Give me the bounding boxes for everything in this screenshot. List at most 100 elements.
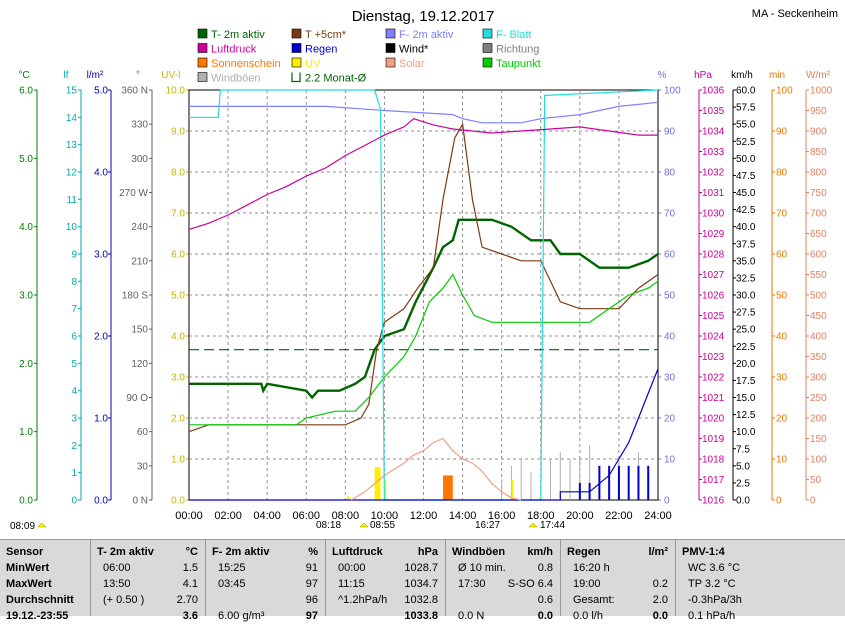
table-column: Regen l/m² 16:20 h 19:00 0.2 Gesamt: 2.0 0.0 l/… [560, 540, 676, 622]
temp-tick-label: 0.0 [19, 496, 33, 507]
table-cell: WC 3.6 °C [688, 562, 741, 574]
series-line-t-2m-aktiv [189, 218, 659, 400]
uv-tick-label: 10.0 [166, 86, 186, 97]
table-header: Luftdruck [332, 546, 383, 558]
table-cell: 0.0 N [458, 610, 485, 622]
feuchte-tick-label: 40 [664, 332, 676, 343]
table-header: T- 2m aktiv [97, 546, 154, 558]
legend-swatch [291, 28, 302, 39]
legend-swatch [482, 28, 493, 39]
uv-tick-label: 3.0 [171, 373, 185, 384]
blatt-tick-label: 2 [71, 441, 77, 452]
legend-label: 2.2 Monat-Ø [305, 73, 367, 85]
legend-swatch [291, 72, 301, 83]
uv-tick-label: 0.0 [171, 496, 185, 507]
table-cell: 06:00 [103, 562, 131, 574]
table-value: 1032.8 [404, 594, 438, 606]
table-unit: hPa [417, 546, 438, 558]
sun-events: 08:09 08:18 08:55 16:27 17:44 [10, 520, 565, 532]
table-unit: °C [185, 546, 198, 558]
table-value: 97 [305, 610, 318, 622]
data-marks [188, 89, 659, 501]
legend-label: F- 2m aktiv [399, 29, 454, 41]
x-tick-label: 18:00 [527, 510, 555, 522]
regen-tick-label: 1.0 [94, 414, 108, 425]
richtung-tick-label: 330 [131, 120, 148, 131]
temp-tick-label: 5.0 [19, 154, 33, 165]
x-tick-label: 10:00 [371, 510, 399, 522]
table-header: Sensor [6, 546, 44, 558]
legend-swatch [385, 57, 396, 68]
x-tick-label: 00:00 [175, 510, 203, 522]
wind-tick-label: 30.0 [736, 291, 756, 302]
table-cell: 15:25 [218, 562, 246, 574]
wind-tick-label: 15.0 [736, 393, 756, 404]
temp-tick-label: 4.0 [19, 222, 33, 233]
sonne-tick-label: 40 [776, 332, 788, 343]
table-column: F- 2m aktiv% 15:25 91 03:45 97 96 6.00 g/m³ 97 [205, 540, 326, 622]
wind-tick-label: 2.5 [736, 478, 750, 489]
wind-tick-label: 5.0 [736, 461, 750, 472]
legend-swatch [291, 57, 302, 68]
richtung-tick-label: 180 S [122, 291, 148, 302]
legend-label: Solar [399, 58, 425, 70]
table-column: PMV-1:4 WC 3.6 °C TP 3.2 °C -0.3hPa/3h 0.1 h… [675, 540, 845, 622]
richtung-tick-label: 120 [131, 359, 148, 370]
blatt-tick-label: 5 [71, 359, 77, 370]
wind-tick-label: 50.0 [736, 154, 756, 165]
wind-tick-label: 27.5 [736, 308, 756, 319]
solar-tick-label: 350 [810, 352, 827, 363]
sonne-tick-label: 50 [776, 291, 788, 302]
uv-tick-label: 1.0 [171, 455, 185, 466]
solar-tick-label: 450 [810, 311, 827, 322]
druck-tick-label: 1030 [702, 209, 725, 220]
uv-tick-label: 2.0 [171, 414, 185, 425]
wind-tick-label: 52.5 [736, 137, 756, 148]
uv-tick-label: 4.0 [171, 332, 185, 343]
table-cell: 13:50 [103, 578, 131, 590]
sonne-tick-label: 20 [776, 414, 788, 425]
druck-tick-label: 1021 [702, 393, 725, 404]
x-tick-label: 04:00 [253, 510, 281, 522]
blatt-tick-label: 8 [71, 277, 77, 288]
legend-label: Regen [305, 44, 337, 56]
druck-tick-label: 1036 [702, 86, 725, 97]
druck-tick-label: 1022 [702, 373, 725, 384]
druck-tick-label: 1032 [702, 168, 725, 179]
legend-swatch [385, 43, 396, 53]
legend-swatch [385, 28, 396, 39]
sunset-time: 16:27 [475, 520, 500, 531]
wind-axis-unit: km/h [731, 70, 753, 81]
wind-tick-label: 20.0 [736, 359, 756, 370]
table-cell: 19.12.-23:55 [6, 610, 69, 622]
series-line-solar [350, 437, 522, 501]
druck-tick-label: 1033 [702, 147, 725, 158]
x-tick-label: 24:00 [644, 510, 672, 522]
legend-label: Windböen [211, 73, 261, 85]
legend-swatch [197, 43, 208, 53]
legend-label: T +5cm* [305, 29, 347, 41]
solar-tick-label: 950 [810, 106, 827, 117]
table-cell: (+ 0.50 ) [103, 594, 145, 606]
temp-tick-label: 2.0 [19, 359, 33, 370]
sun-marker-icon [528, 522, 538, 528]
table-header: PMV-1:4 [682, 546, 725, 558]
uv-bar [374, 467, 381, 500]
uv-tick-label: 8.0 [171, 168, 185, 179]
table-value: 97 [305, 578, 318, 590]
wind-tick-label: 55.0 [736, 120, 756, 131]
wind-bar [637, 465, 640, 500]
regen-tick-label: 3.0 [94, 250, 108, 261]
legend-label: F- Blatt [496, 29, 531, 41]
temp-tick-label: 3.0 [19, 291, 33, 302]
feuchte-tick-label: 90 [664, 127, 676, 138]
table-cell: 11:15 [338, 578, 365, 590]
table-cell: TP 3.2 °C [688, 578, 736, 590]
legend-label: Luftdruck [211, 44, 257, 56]
feuchte-tick-label: 10 [664, 455, 676, 466]
location-label: MA - Seckenheim [752, 8, 838, 20]
table-value: 0.8 [537, 562, 553, 574]
legend: T- 2m aktiv T +5cm* F- 2m aktiv F- Blatt Luf… [197, 28, 541, 85]
richtung-axis-unit: ° [136, 70, 140, 81]
x-axis: 00:00 02:00 04:00 06:00 08:00 10:00 12:00 14:00… [175, 510, 672, 522]
